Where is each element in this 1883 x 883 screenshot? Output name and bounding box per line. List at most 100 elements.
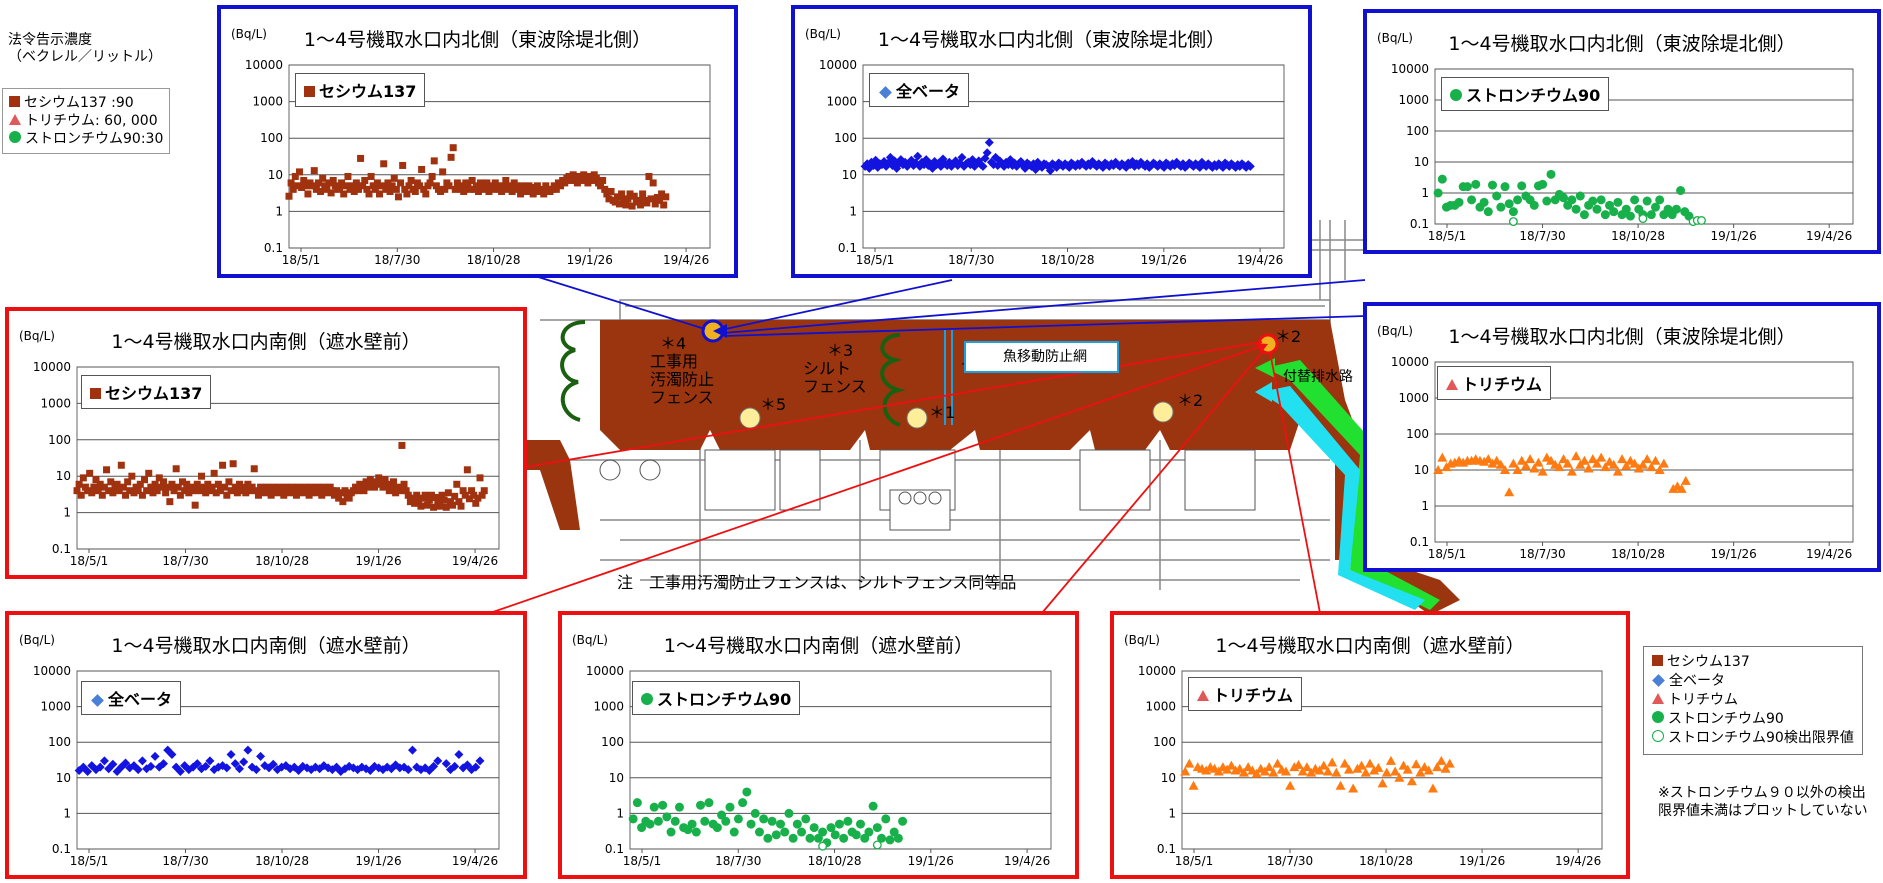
chart-title: 1～4号機取水口内北側（東波除堤北側） xyxy=(1448,326,1796,348)
data-point xyxy=(645,172,653,180)
fence-note: 注 工事用汚濁防止フェンスは、シルトフェンス同等品 xyxy=(617,573,1017,592)
data-point xyxy=(1182,160,1192,170)
data-point xyxy=(1621,204,1631,214)
data-point xyxy=(235,480,243,488)
data-point xyxy=(92,476,100,484)
data-point xyxy=(317,187,325,195)
data-point xyxy=(670,816,680,826)
data-point xyxy=(164,483,172,491)
point-5-label: ＊5 xyxy=(760,395,787,414)
square-icon xyxy=(90,388,101,399)
data-point xyxy=(1479,456,1490,466)
data-point xyxy=(298,183,306,191)
data-point xyxy=(105,487,113,495)
data-point xyxy=(411,187,419,195)
data-point xyxy=(1587,454,1598,464)
data-point xyxy=(1402,764,1413,774)
data-point xyxy=(485,187,493,195)
data-point xyxy=(200,483,208,491)
data-point xyxy=(201,761,211,771)
data-point xyxy=(1508,207,1518,217)
series-legend-label: トリチウム xyxy=(1462,375,1543,394)
data-point xyxy=(1377,778,1388,788)
data-point xyxy=(446,498,454,506)
data-point xyxy=(514,185,522,193)
data-point xyxy=(437,187,445,195)
data-point xyxy=(272,765,282,775)
chart-svg: 10000 1000 100 10 1 0.118/5/1 18/7/30 18/10/28 1… xyxy=(33,664,500,868)
y-tick-label: 1000 xyxy=(1145,700,1176,714)
data-point xyxy=(278,487,286,495)
chart-svg: 10000 1000 100 10 1 0.118/5/1 18/7/30 18/10/28 1… xyxy=(1391,355,1854,561)
data-point xyxy=(154,762,164,772)
data-point xyxy=(246,487,254,495)
regulatory-item-sr-label: ストロンチウム90:30 xyxy=(25,131,164,147)
x-tick-label: 19/4/26 xyxy=(1004,854,1050,868)
data-point xyxy=(109,489,117,497)
data-point xyxy=(797,827,807,837)
data-point xyxy=(989,160,999,170)
data-point xyxy=(1264,762,1275,772)
intake-units xyxy=(704,449,1256,531)
regulatory-item-h3-label: トリチウム: 60, 000 xyxy=(25,113,158,129)
data-point xyxy=(470,185,478,193)
data-point xyxy=(517,190,525,198)
data-point xyxy=(75,480,83,488)
data-point xyxy=(254,491,262,499)
data-point xyxy=(149,489,157,497)
data-point xyxy=(632,798,642,808)
x-tick-label: 19/1/26 xyxy=(1141,253,1187,267)
regulatory-title: 法令告示濃度 （ベクレル／リットル） xyxy=(8,32,162,66)
data-point xyxy=(371,483,379,491)
y-tick-label: 1 xyxy=(849,204,857,218)
key-legend-sr-limit: ストロンチウム90検出限界値 xyxy=(1652,729,1854,748)
data-point xyxy=(1280,766,1291,776)
data-point xyxy=(1654,465,1665,474)
data-point xyxy=(142,764,152,774)
data-point xyxy=(267,491,275,499)
data-point xyxy=(472,182,480,190)
key-legend-h3-label: トリチウム xyxy=(1668,692,1738,708)
y-tick-label: 10 xyxy=(56,771,71,785)
data-point xyxy=(401,185,409,193)
data-point xyxy=(1617,454,1628,464)
data-point xyxy=(637,201,645,209)
data-point xyxy=(442,503,450,511)
series-legend-label: セシウム137 xyxy=(105,384,203,403)
data-point xyxy=(98,491,106,499)
fence-silt-label-1: ＊3 xyxy=(827,341,854,360)
data-point xyxy=(403,190,411,198)
y-tick-label: 100 xyxy=(834,131,857,145)
x-tick-label: 18/10/28 xyxy=(1611,547,1665,561)
data-point xyxy=(1562,458,1573,468)
data-point xyxy=(1671,204,1681,214)
data-point xyxy=(257,483,265,491)
data-point xyxy=(763,833,773,843)
data-point xyxy=(362,478,370,486)
data-point xyxy=(231,483,239,491)
y-tick-label: 1000 xyxy=(1398,391,1429,405)
data-point xyxy=(1322,766,1333,776)
panel-north-beta: (Bq/L) 1～4号機取水口内北側（東波除堤北側） 10000 1000 100 1… xyxy=(791,5,1312,278)
y-tick-label: 0.1 xyxy=(1410,217,1429,231)
data-point xyxy=(1596,452,1607,462)
regulatory-title-line2: （ベクレル／リットル） xyxy=(8,49,162,65)
data-point xyxy=(361,176,369,184)
y-tick-label: 10000 xyxy=(586,664,624,678)
detection-limit-point xyxy=(1508,217,1518,226)
data-point xyxy=(649,802,659,812)
data-point xyxy=(221,483,229,491)
data-point xyxy=(418,165,426,173)
x-tick-label: 19/4/26 xyxy=(1555,854,1601,868)
data-point xyxy=(323,185,331,193)
data-point xyxy=(132,483,140,491)
data-point xyxy=(1520,460,1531,470)
data-point xyxy=(440,496,448,504)
data-point xyxy=(909,160,919,170)
data-point xyxy=(181,487,189,495)
y-tick-label: 10000 xyxy=(1391,62,1429,76)
data-point xyxy=(314,483,322,491)
data-point xyxy=(319,174,327,182)
series-legend-label: 全ベータ xyxy=(896,82,961,101)
diamond-icon xyxy=(91,694,104,707)
